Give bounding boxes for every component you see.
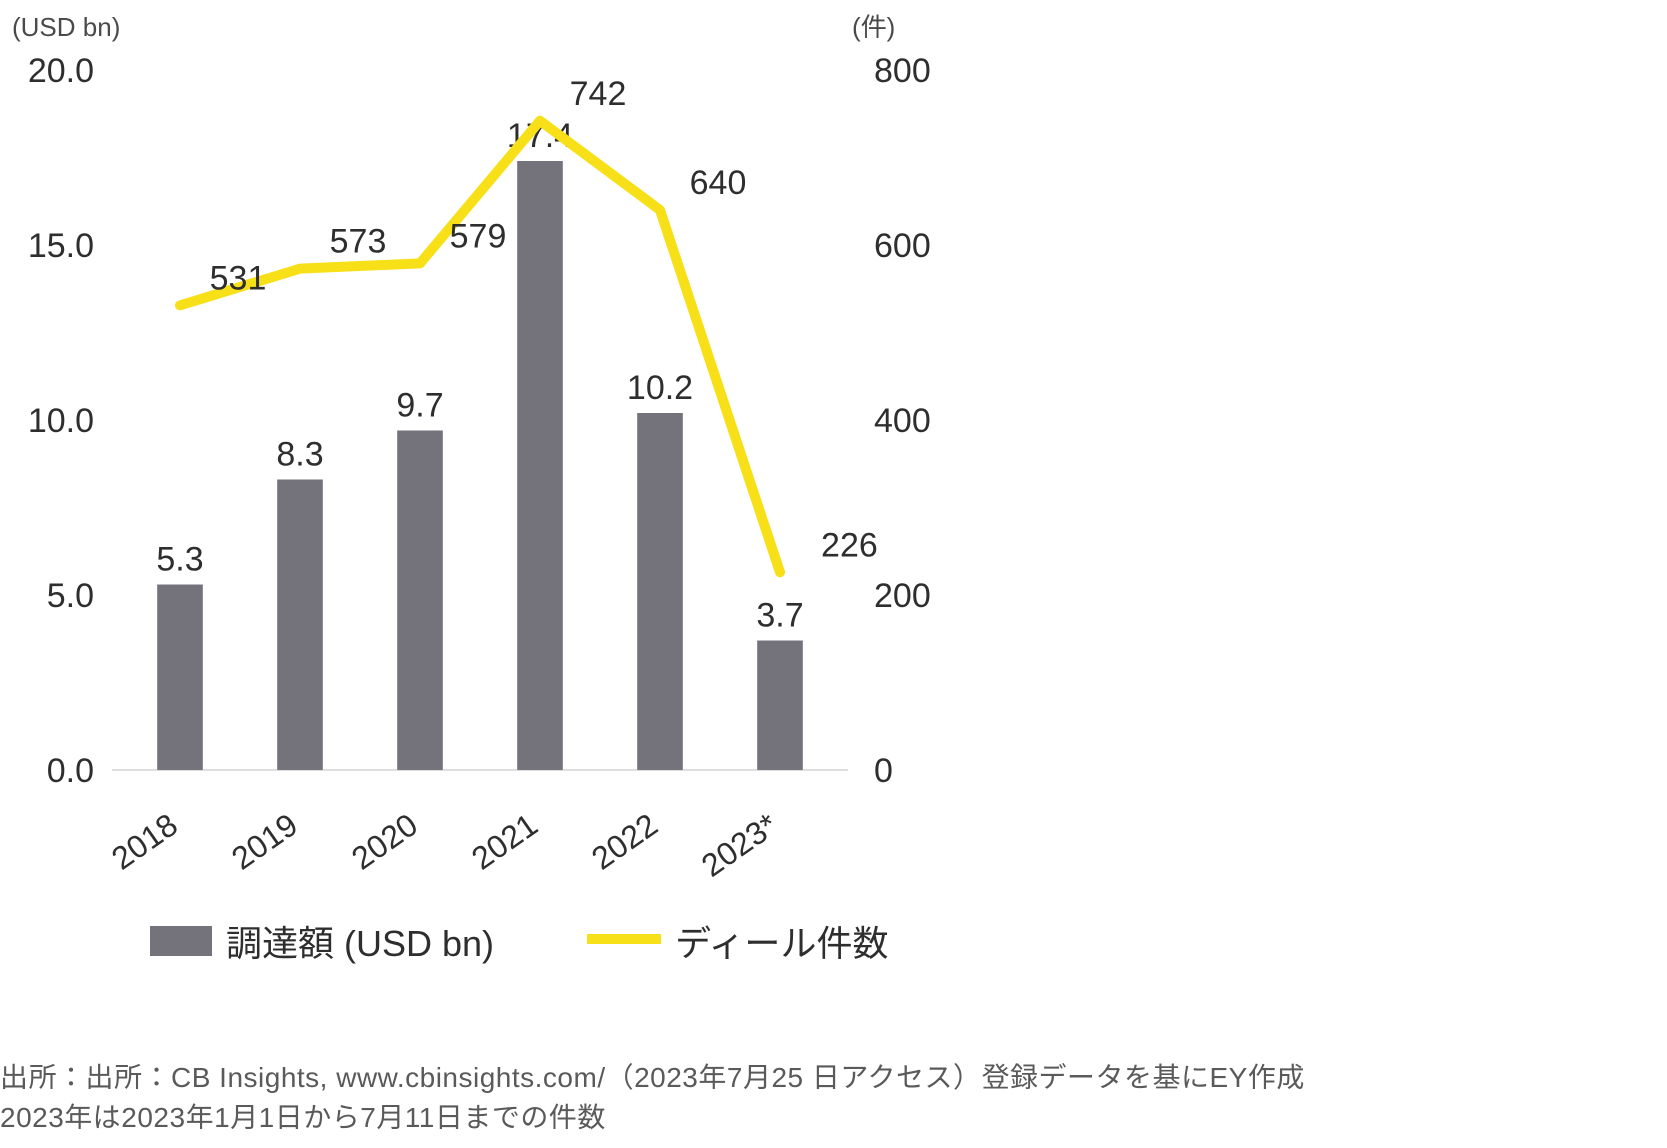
y-left-tick-label: 20.0 [28, 52, 94, 90]
y-left-tick-label: 15.0 [28, 227, 94, 265]
line-value-label: 579 [450, 217, 507, 255]
legend-bar-swatch [150, 926, 212, 956]
y-left-tick-label: 5.0 [47, 577, 94, 615]
line-value-label: 573 [330, 223, 387, 261]
y-right-tick-label: 800 [874, 52, 931, 90]
y-right-tick-label: 600 [874, 227, 931, 265]
line-value-label: 226 [821, 526, 878, 564]
y-right-tick-label: 400 [874, 402, 931, 440]
legend-line-label: ディール件数 [675, 923, 888, 964]
chart-container: 0.0 5.0 10.0 15.0 20.0 0 200 400 600 800 (USD bn) (… [0, 0, 1667, 1148]
line-value-label: 531 [210, 259, 267, 297]
y-right-tick-label: 0 [874, 752, 893, 790]
legend-line-swatch [587, 934, 661, 944]
legend-bar-label: 調達額 (USD bn) [226, 923, 494, 964]
bar [757, 641, 803, 771]
y-right-tick-label: 200 [874, 577, 931, 615]
bar [397, 431, 443, 771]
y-right-title: (件) [852, 12, 895, 42]
bar [277, 480, 323, 771]
footnote-source: 出所：出所：CB Insights, www.cbinsights.com/（2… [0, 1058, 1305, 1099]
y-left-title: (USD bn) [12, 12, 120, 42]
chart-bg [0, 0, 1667, 1148]
footnote-note: 2023年は2023年1月1日から7月11日までの件数 [0, 1098, 606, 1139]
y-left-tick-label: 0.0 [47, 752, 94, 790]
bar [517, 161, 563, 770]
line-value-label: 640 [690, 164, 747, 202]
bar [157, 585, 203, 771]
bar-value-label: 3.7 [756, 597, 803, 635]
bar-value-label: 8.3 [276, 436, 323, 474]
bar-value-label: 10.2 [627, 369, 693, 407]
combo-chart: 0.0 5.0 10.0 15.0 20.0 0 200 400 600 800 (USD bn) (… [0, 0, 1667, 1148]
line-value-label: 742 [570, 75, 627, 113]
y-left-tick-label: 10.0 [28, 402, 94, 440]
bar-value-label: 9.7 [396, 387, 443, 425]
bar-value-label: 5.3 [156, 541, 203, 579]
bar [637, 413, 683, 770]
